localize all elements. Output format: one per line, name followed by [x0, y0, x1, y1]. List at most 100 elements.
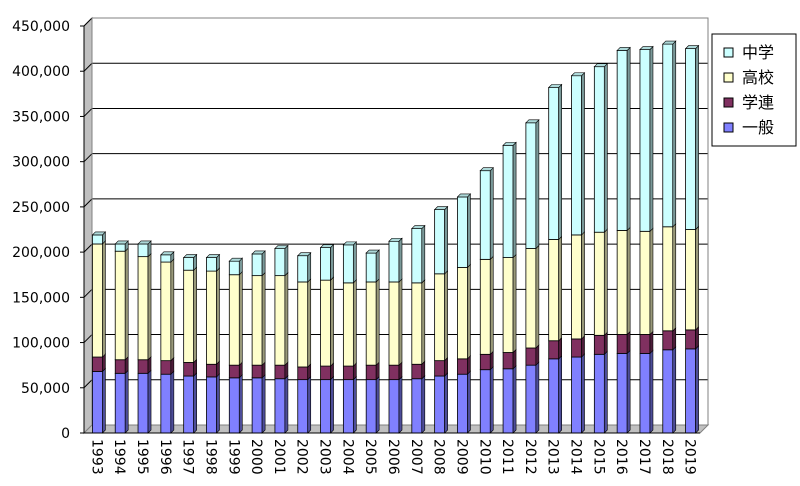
bar-top-1999 — [228, 257, 244, 262]
bar-中学-2003 — [320, 243, 334, 281]
bar-中学-2014 — [571, 72, 585, 236]
bar-中学-2016 — [616, 46, 631, 232]
bar-中学-2006 — [388, 237, 403, 283]
y-tick-label: 300,000 — [12, 155, 70, 171]
bar-高校-2007 — [411, 279, 426, 365]
bar-一般-2011 — [502, 365, 517, 434]
bar-高校-2001 — [274, 271, 289, 366]
bar-一般-2008 — [434, 372, 448, 434]
x-tick-label: 2001 — [271, 439, 287, 475]
y-tick-label: 400,000 — [12, 64, 70, 80]
x-tick-label: 2016 — [613, 439, 629, 475]
legend-label: 学連 — [742, 93, 774, 112]
y-tick-label: 250,000 — [12, 200, 70, 216]
bar-top-2014 — [570, 72, 586, 77]
x-tick-label: 2006 — [385, 439, 401, 475]
bar-高校-1997 — [183, 266, 197, 364]
y-tick-label: 0 — [61, 426, 70, 442]
bar-高校-2008 — [434, 270, 448, 362]
bar-一般-2013 — [548, 355, 563, 434]
x-tick-label: 2010 — [476, 439, 492, 475]
bar-高校-1995 — [137, 252, 152, 361]
bar-top-2004 — [342, 241, 358, 246]
x-tick-label: 2012 — [522, 439, 538, 475]
bar-top-1997 — [182, 254, 198, 258]
y-tick-label: 100,000 — [12, 336, 70, 352]
legend-swatch — [723, 122, 734, 133]
x-tick-label: 2019 — [682, 439, 698, 475]
bar-一般-2004 — [342, 375, 357, 434]
y-tick-label: 350,000 — [12, 109, 70, 125]
bar-一般-2018 — [662, 346, 677, 434]
bar-top-1994 — [114, 240, 129, 245]
legend-item-高校: 高校 — [723, 68, 774, 87]
gridline-side — [83, 334, 93, 343]
legend-label: 一般 — [742, 118, 774, 137]
bar-一般-2001 — [274, 375, 289, 434]
bar-top-1993 — [91, 231, 107, 236]
bar-top-1996 — [160, 251, 175, 256]
bar-top-2017 — [639, 46, 654, 50]
bar-top-2012 — [525, 119, 540, 124]
x-tick-label: 2003 — [317, 439, 333, 475]
legend-label: 高校 — [742, 68, 774, 87]
x-tick-label: 2018 — [659, 439, 675, 475]
bar-中学-2010 — [479, 166, 494, 261]
legend-swatch — [723, 72, 734, 83]
bar-高校-2006 — [388, 278, 403, 366]
legend-item-中学: 中学 — [723, 43, 774, 62]
x-tick-label: 1995 — [134, 439, 150, 475]
bar-中学-2001 — [274, 244, 289, 277]
legend-label: 中学 — [742, 43, 774, 62]
bar-top-1998 — [205, 254, 221, 258]
y-tick-label: 450,000 — [12, 19, 70, 35]
bar-一般-1993 — [92, 367, 106, 434]
bar-中学-2004 — [342, 241, 357, 284]
x-tick-label: 2005 — [362, 439, 378, 475]
bar-一般-2017 — [639, 349, 654, 434]
gridline-side — [83, 288, 93, 298]
bar-中学-1997 — [183, 253, 197, 271]
bar-一般-2002 — [297, 375, 312, 434]
bar-学連-1999 — [228, 361, 243, 379]
bar-高校-2014 — [571, 231, 585, 340]
bar-中学-2005 — [365, 249, 380, 283]
bar-top-2011 — [502, 142, 517, 146]
bar-一般-2000 — [251, 374, 266, 434]
x-tick-label: 2009 — [453, 439, 469, 475]
bar-高校-2010 — [479, 255, 494, 356]
x-tick-label: 1996 — [157, 439, 173, 475]
x-tick-label: 2014 — [568, 439, 584, 475]
bar-top-2018 — [662, 40, 677, 45]
bar-中学-1999 — [228, 257, 243, 276]
gridline-side — [83, 17, 93, 27]
bar-一般-2010 — [479, 365, 494, 434]
bar-中学-2000 — [251, 250, 266, 277]
bar-一般-2014 — [571, 353, 585, 434]
bar-高校-2004 — [342, 279, 357, 367]
legend-item-一般: 一般 — [723, 118, 774, 137]
bar-中学-2007 — [411, 224, 426, 284]
bar-中学-2012 — [525, 119, 540, 250]
x-tick-label: 1998 — [202, 439, 218, 475]
x-tick-label: 1997 — [180, 439, 196, 475]
bar-学連-1993 — [92, 353, 106, 373]
bar-高校-2003 — [320, 276, 334, 367]
bar-中学-2013 — [548, 83, 563, 241]
bar-高校-2019 — [685, 225, 699, 331]
bar-top-2006 — [388, 237, 403, 242]
bar-学連-1995 — [137, 356, 152, 375]
bar-一般-2003 — [320, 375, 334, 434]
bar-学連-2006 — [388, 361, 403, 381]
bar-高校-2016 — [616, 226, 631, 336]
bar-学連-2001 — [274, 361, 289, 380]
bar-中学-2015 — [593, 62, 608, 233]
gridline-side — [83, 62, 93, 72]
bar-高校-2000 — [251, 271, 266, 366]
gridline-side — [83, 243, 93, 253]
bar-中学-2019 — [685, 44, 699, 231]
bar-学連-2005 — [365, 361, 380, 381]
x-tick-label: 1994 — [111, 439, 127, 475]
bar-中学-2011 — [502, 141, 517, 259]
